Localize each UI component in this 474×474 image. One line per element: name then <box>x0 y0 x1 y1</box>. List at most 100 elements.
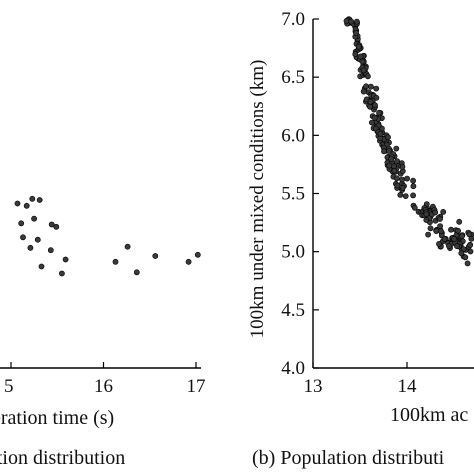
panel-b-y-tick-label: 4.0 <box>281 358 305 379</box>
panel-a-data-point <box>112 258 119 265</box>
panel-b-x-axis-label: 100km ac <box>390 404 469 426</box>
panel-a-data-point <box>194 251 201 258</box>
panel-b-data-point <box>464 260 471 267</box>
panel-b-data-point <box>373 85 380 92</box>
panel-b-data-point <box>411 204 418 211</box>
panel-b-points <box>343 16 474 267</box>
panel-b-data-point <box>360 67 367 74</box>
panel-a-data-point <box>133 269 140 276</box>
panel-b-data-point <box>455 227 461 234</box>
panel-b-data-point <box>397 191 404 198</box>
panel-a-data-point <box>62 256 69 263</box>
panel-b-x-tick-label: 13 <box>304 376 323 397</box>
panel-a-data-point <box>185 258 192 265</box>
panel-b-data-point <box>410 183 417 190</box>
panel-a-x-ticks: 5 16 17 <box>4 362 206 397</box>
panel-b-data-point <box>353 30 359 36</box>
panel-b-data-point <box>432 209 439 216</box>
panel-b-data-point <box>454 243 460 250</box>
panel-b-data-point <box>352 51 359 58</box>
panel-b-data-point <box>456 218 463 225</box>
panel-b-data-point <box>367 103 373 110</box>
panel-b-scatter-plot: 4.0 4.5 5.0 5.5 6.0 6.5 7.0 13 14 100km under mi… <box>247 9 474 397</box>
panel-a-data-point <box>18 220 25 227</box>
panel-a-x-tick-label: 16 <box>94 376 113 397</box>
panel-a-x-tick-label: 5 <box>4 376 14 397</box>
panel-a-data-point <box>20 234 26 241</box>
panel-b-data-point <box>394 158 400 164</box>
panel-a-data-point <box>27 244 34 251</box>
panel-a-data-point <box>29 195 36 202</box>
panel-a-data-point <box>14 200 21 207</box>
panel-a-data-point <box>36 197 43 203</box>
panel-b-data-point <box>467 248 474 255</box>
panel-a-data-point <box>59 270 65 277</box>
panel-b-y-tick-label: 4.5 <box>281 300 305 321</box>
panel-a-data-point <box>48 221 55 228</box>
panel-b-data-point <box>377 130 384 137</box>
panel-b-data-point <box>446 243 452 249</box>
panel-b-data-point <box>388 156 395 162</box>
panel-b-caption: (b) Population distributi <box>252 447 445 469</box>
panel-b-data-point <box>386 148 392 154</box>
panel-b-data-point <box>368 119 375 126</box>
panel-a-x-tick-label: 17 <box>187 376 206 397</box>
panel-b-data-point <box>367 98 374 105</box>
panel-b-y-tick-label: 7.0 <box>281 9 305 30</box>
panel-b-y-tick-label: 6.0 <box>281 125 305 146</box>
panel-b-data-point <box>359 58 366 65</box>
panel-b-data-point <box>433 228 440 234</box>
panel-b-data-point <box>423 217 430 223</box>
panel-b-data-point <box>436 240 442 247</box>
panel-b-data-point <box>437 223 443 229</box>
panel-a-caption: ation distribution <box>0 447 126 469</box>
panel-b-data-point <box>348 18 355 25</box>
panel-b-data-point <box>373 94 380 101</box>
panel-b-data-point <box>385 134 391 141</box>
panel-b-data-point <box>364 73 371 80</box>
panel-b-data-point <box>427 225 434 232</box>
panel-b-data-point <box>404 175 410 182</box>
panel-b-data-point <box>448 226 454 233</box>
panel-a-data-point <box>38 263 45 270</box>
panel-b-data-point <box>410 192 416 199</box>
panel-b-data-point <box>360 88 367 95</box>
panel-b-data-point <box>459 233 465 239</box>
panel-b-data-point <box>394 182 401 189</box>
panel-b-data-point <box>357 53 364 60</box>
panel-b-data-point <box>440 208 447 215</box>
panel-a-data-point <box>152 253 159 259</box>
panel-b-data-point <box>458 250 465 257</box>
panel-b-data-point <box>367 83 374 90</box>
panel-b-x-tick-label: 14 <box>398 376 418 397</box>
panel-a-x-axis-label: eration time (s) <box>0 407 115 429</box>
panel-b-ticks: 4.0 4.5 5.0 5.5 6.0 6.5 7.0 13 14 <box>281 9 417 397</box>
panel-b-y-tick-label: 5.5 <box>281 184 305 205</box>
panel-a-data-point <box>34 236 41 243</box>
panel-b-data-point <box>399 176 405 183</box>
panel-b-data-point <box>363 83 369 90</box>
panel-b-y-tick-label: 5.0 <box>281 242 305 263</box>
panel-b-data-point <box>371 114 378 121</box>
panel-a-data-point <box>124 243 131 250</box>
panel-b-data-point <box>353 18 360 25</box>
panel-b-y-axis-label: 100km under mixed conditions (km) <box>247 60 268 339</box>
panel-a-data-point <box>31 215 37 222</box>
panel-a-scatter-plot: 5 16 17 <box>0 195 206 397</box>
panel-a-data-point <box>47 247 54 254</box>
panel-b-data-point <box>402 193 409 199</box>
panel-b-axes <box>312 19 474 369</box>
panel-b-data-point <box>393 145 400 152</box>
panel-b-data-point <box>410 177 416 184</box>
panel-b-data-point <box>355 43 362 50</box>
panel-b-data-point <box>441 236 448 242</box>
panel-b-data-point <box>425 231 431 238</box>
panel-b-data-point <box>467 242 473 248</box>
panel-b-data-point <box>468 235 474 242</box>
panel-b-data-point <box>376 109 382 116</box>
panel-b-data-point <box>393 175 400 182</box>
panel-b-data-point <box>386 162 393 169</box>
panel-b-data-point <box>462 254 469 261</box>
panel-a-data-point <box>23 202 30 209</box>
